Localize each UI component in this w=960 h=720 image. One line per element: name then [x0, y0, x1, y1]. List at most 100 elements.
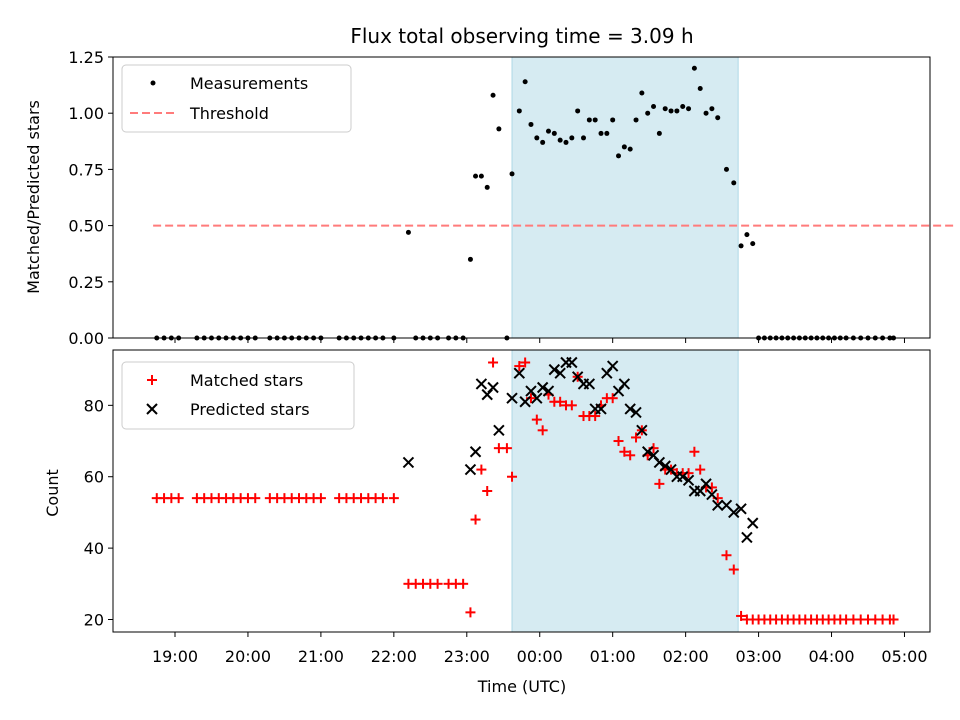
measurement-point [592, 117, 598, 123]
predicted-star-point [747, 517, 759, 529]
matched-star-point [566, 400, 577, 411]
predicted-star-point [469, 446, 482, 458]
predicted-star-point [728, 506, 740, 519]
matched-star-point [531, 414, 542, 425]
predicted-star-point [641, 446, 654, 458]
matched-star-point [689, 446, 700, 457]
matched-star-point [520, 357, 531, 368]
measurement-point [621, 144, 627, 150]
legend-threshold-label: Threshold [189, 104, 269, 123]
legend-predicted-marker [146, 403, 158, 415]
top-ytick-label: 0.25 [68, 273, 104, 292]
predicted-star-point [618, 378, 631, 390]
matched-star-point [507, 471, 518, 482]
matched-star-point [488, 357, 499, 368]
predicted-star-point [595, 403, 607, 415]
matched-star-point [470, 514, 481, 525]
measurement-point [738, 243, 744, 249]
matched-star-point [501, 443, 512, 454]
xtick-label: 00:00 [517, 647, 563, 666]
bottom-legend: Matched stars Predicted stars [121, 361, 355, 430]
measurement-point [686, 106, 692, 112]
measurement-point [662, 106, 668, 112]
matched-star-point [721, 550, 732, 561]
predicted-star-point [636, 424, 648, 437]
predicted-star-point [630, 406, 642, 419]
legend-matched-marker [147, 375, 157, 385]
axis-text: 0.00 0.25 0.50 0.75 1.00 1.25 20 40 60 80 19:00 20:… [68, 48, 927, 666]
matched-star-point [388, 493, 399, 504]
measurement-point [563, 139, 569, 145]
measurement-point [668, 108, 674, 114]
measurement-point [516, 108, 522, 114]
predicted-star-point [531, 392, 543, 404]
top-legend: Measurements Threshold [121, 64, 352, 133]
predicted-star-point [513, 367, 526, 379]
xtick-label: 19:00 [152, 647, 198, 666]
matched-star-point [654, 478, 665, 489]
legend-measurements-marker [150, 80, 156, 86]
bottom-ylabel: Count [43, 469, 62, 517]
measurement-point [522, 79, 528, 85]
measurement-point [545, 128, 551, 134]
axes-frames [112, 56, 931, 633]
bottom-ytick-label: 40 [84, 539, 104, 558]
top-ytick-label: 0.75 [68, 160, 104, 179]
xtick-label: 01:00 [590, 647, 636, 666]
measurement-point [715, 115, 721, 121]
matched-star-point [625, 450, 636, 461]
measurement-point [496, 126, 502, 132]
predicted-star-point [464, 463, 477, 476]
matched-star-point [458, 578, 469, 589]
bottom-ytick-label: 80 [84, 396, 104, 415]
legend-predicted-label: Predicted stars [190, 400, 310, 419]
top-ytick-label: 1.00 [68, 104, 104, 123]
measurement-point [674, 108, 680, 114]
top-axes-frame [112, 56, 931, 339]
measurement-point [528, 121, 534, 127]
predicted-star-point [583, 378, 596, 390]
measurement-point [639, 90, 645, 96]
top-observing-span [511, 56, 739, 339]
xtick-label: 21:00 [298, 647, 344, 666]
predicted-star-point [741, 531, 753, 544]
bottom-legend-box [121, 361, 355, 430]
measurement-point [540, 139, 546, 145]
predicted-star-point [606, 360, 619, 372]
xtick-label: 23:00 [444, 647, 490, 666]
measurement-point [581, 135, 587, 141]
xtick-label: 04:00 [808, 647, 854, 666]
predicted-star-point [566, 356, 578, 369]
predicted-star-point [493, 424, 505, 437]
bottom-axes-frame [112, 349, 931, 633]
measurement-point [680, 103, 686, 109]
matched-star-point [514, 361, 525, 372]
matched-star-point [607, 393, 618, 404]
measurement-point [509, 171, 515, 177]
matched-star-point [250, 493, 261, 504]
measurement-point [627, 146, 633, 152]
measurement-point [405, 229, 411, 235]
top-ytick-label: 1.25 [68, 48, 104, 67]
matched-star-point [695, 464, 706, 475]
matched-star-point [555, 396, 566, 407]
legend-measurements-label: Measurements [190, 74, 308, 93]
measurement-point [604, 130, 610, 136]
matched-star-point [537, 425, 548, 436]
predicted-star-point [487, 381, 499, 394]
measurement-point [750, 241, 756, 247]
predicted-star-point [624, 403, 636, 415]
matched-star-point [631, 432, 642, 443]
xtick-label: 03:00 [736, 647, 782, 666]
measurement-point [598, 130, 604, 136]
predicted-star-point [506, 392, 518, 404]
predicted-star-point [659, 460, 671, 472]
measurement-point [645, 110, 651, 116]
predicted-star-point [402, 456, 415, 469]
matched-star-point [482, 486, 493, 496]
predicted-star-point [519, 396, 531, 408]
measurement-point [633, 117, 639, 123]
measurement-point [744, 232, 750, 238]
measurement-point [569, 135, 575, 141]
